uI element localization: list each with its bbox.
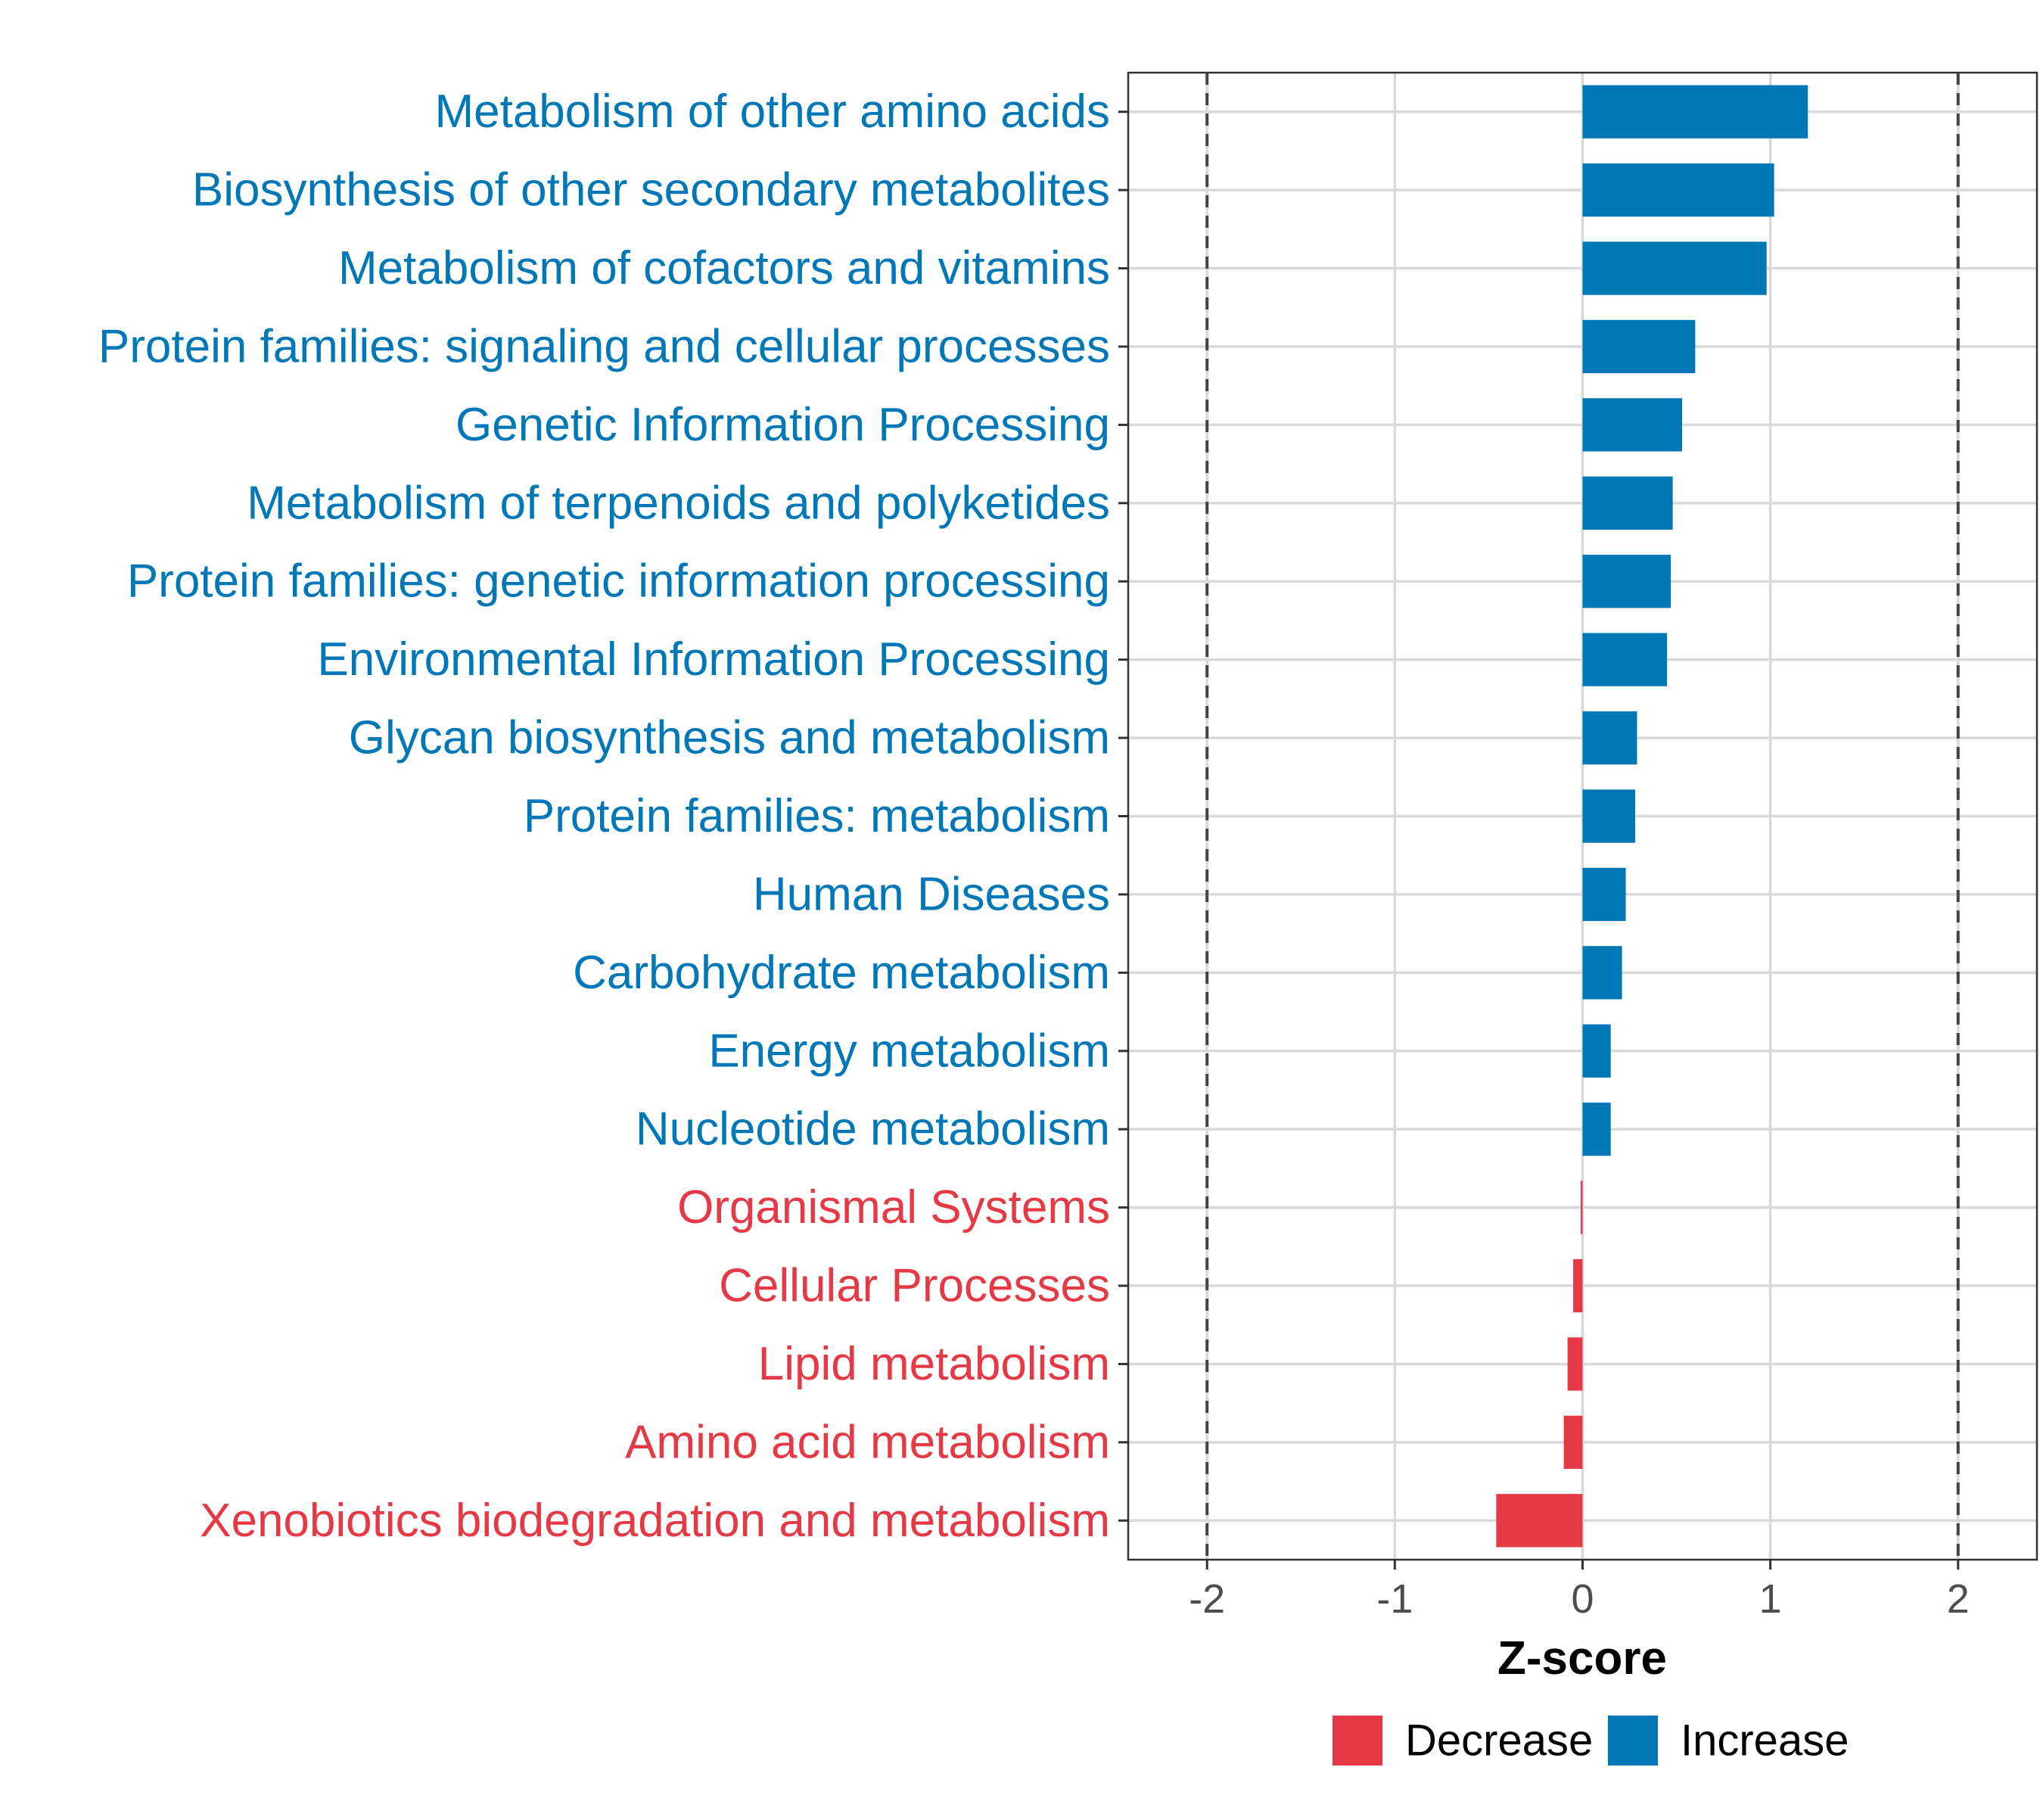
bar-increase bbox=[1582, 476, 1673, 530]
legend-swatch-increase bbox=[1608, 1716, 1658, 1766]
category-label: Nucleotide metabolism bbox=[636, 1103, 1110, 1156]
reference-lines bbox=[1205, 73, 1960, 1560]
bar-increase bbox=[1582, 1024, 1611, 1078]
category-label: Xenobiotics biodegradation and metabolis… bbox=[200, 1495, 1110, 1547]
bar-decrease bbox=[1567, 1337, 1583, 1391]
bar-increase bbox=[1582, 241, 1767, 295]
x-tick-label: 2 bbox=[1947, 1576, 1970, 1622]
category-label: Environmental Information Processing bbox=[317, 633, 1110, 686]
category-label: Biosynthesis of other secondary metaboli… bbox=[192, 164, 1110, 216]
category-label: Metabolism of terpenoids and polyketides bbox=[247, 477, 1110, 529]
y-axis: Metabolism of other amino acids Biosynthe… bbox=[98, 86, 1128, 1547]
category-label: Protein families: genetic information pr… bbox=[127, 555, 1110, 608]
category-label: Metabolism of other amino acids bbox=[434, 86, 1110, 138]
x-axis-title: Z-score bbox=[1497, 1632, 1667, 1685]
bar-decrease bbox=[1581, 1181, 1583, 1234]
bar-increase bbox=[1582, 1103, 1611, 1156]
x-tick-label: -1 bbox=[1376, 1576, 1413, 1622]
legend-label-decrease: Decrease bbox=[1405, 1716, 1593, 1766]
bar-increase bbox=[1582, 163, 1774, 217]
category-label: Metabolism of cofactors and vitamins bbox=[338, 242, 1110, 294]
legend: Decrease Increase bbox=[1332, 1716, 1849, 1766]
category-label: Carbohydrate metabolism bbox=[573, 947, 1110, 999]
category-label: Human Diseases bbox=[753, 868, 1110, 920]
category-label: Protein families: metabolism bbox=[524, 790, 1110, 842]
bar-increase bbox=[1582, 789, 1635, 843]
bars bbox=[1496, 85, 1808, 1548]
bar-decrease bbox=[1496, 1494, 1583, 1548]
category-label: Energy metabolism bbox=[708, 1025, 1110, 1077]
bar-decrease bbox=[1563, 1415, 1583, 1470]
category-label: Amino acid metabolism bbox=[625, 1416, 1110, 1468]
bar-decrease bbox=[1573, 1258, 1583, 1313]
category-label: Organismal Systems bbox=[677, 1181, 1110, 1234]
legend-label-increase: Increase bbox=[1681, 1716, 1849, 1766]
bar-increase bbox=[1582, 319, 1696, 374]
bar-increase bbox=[1582, 633, 1668, 686]
category-label: Cellular Processes bbox=[719, 1260, 1110, 1312]
x-tick-label: 0 bbox=[1571, 1576, 1594, 1622]
x-axis: Z-score -2 -1 0 1 2 bbox=[1189, 1560, 1970, 1685]
x-tick-label: 1 bbox=[1759, 1576, 1782, 1622]
category-label: Lipid metabolism bbox=[758, 1338, 1110, 1390]
bar-increase bbox=[1582, 85, 1808, 138]
bar-increase bbox=[1582, 711, 1637, 765]
bar-increase bbox=[1582, 867, 1626, 922]
legend-swatch-decrease bbox=[1332, 1716, 1382, 1766]
category-label: Glycan biosynthesis and metabolism bbox=[349, 712, 1110, 764]
category-label: Genetic Information Processing bbox=[456, 399, 1110, 451]
category-label: Protein families: signaling and cellular… bbox=[98, 320, 1110, 372]
bar-increase bbox=[1582, 555, 1671, 608]
bar-increase bbox=[1582, 946, 1622, 1000]
bar-increase bbox=[1582, 398, 1683, 452]
x-tick-label: -2 bbox=[1189, 1576, 1225, 1622]
